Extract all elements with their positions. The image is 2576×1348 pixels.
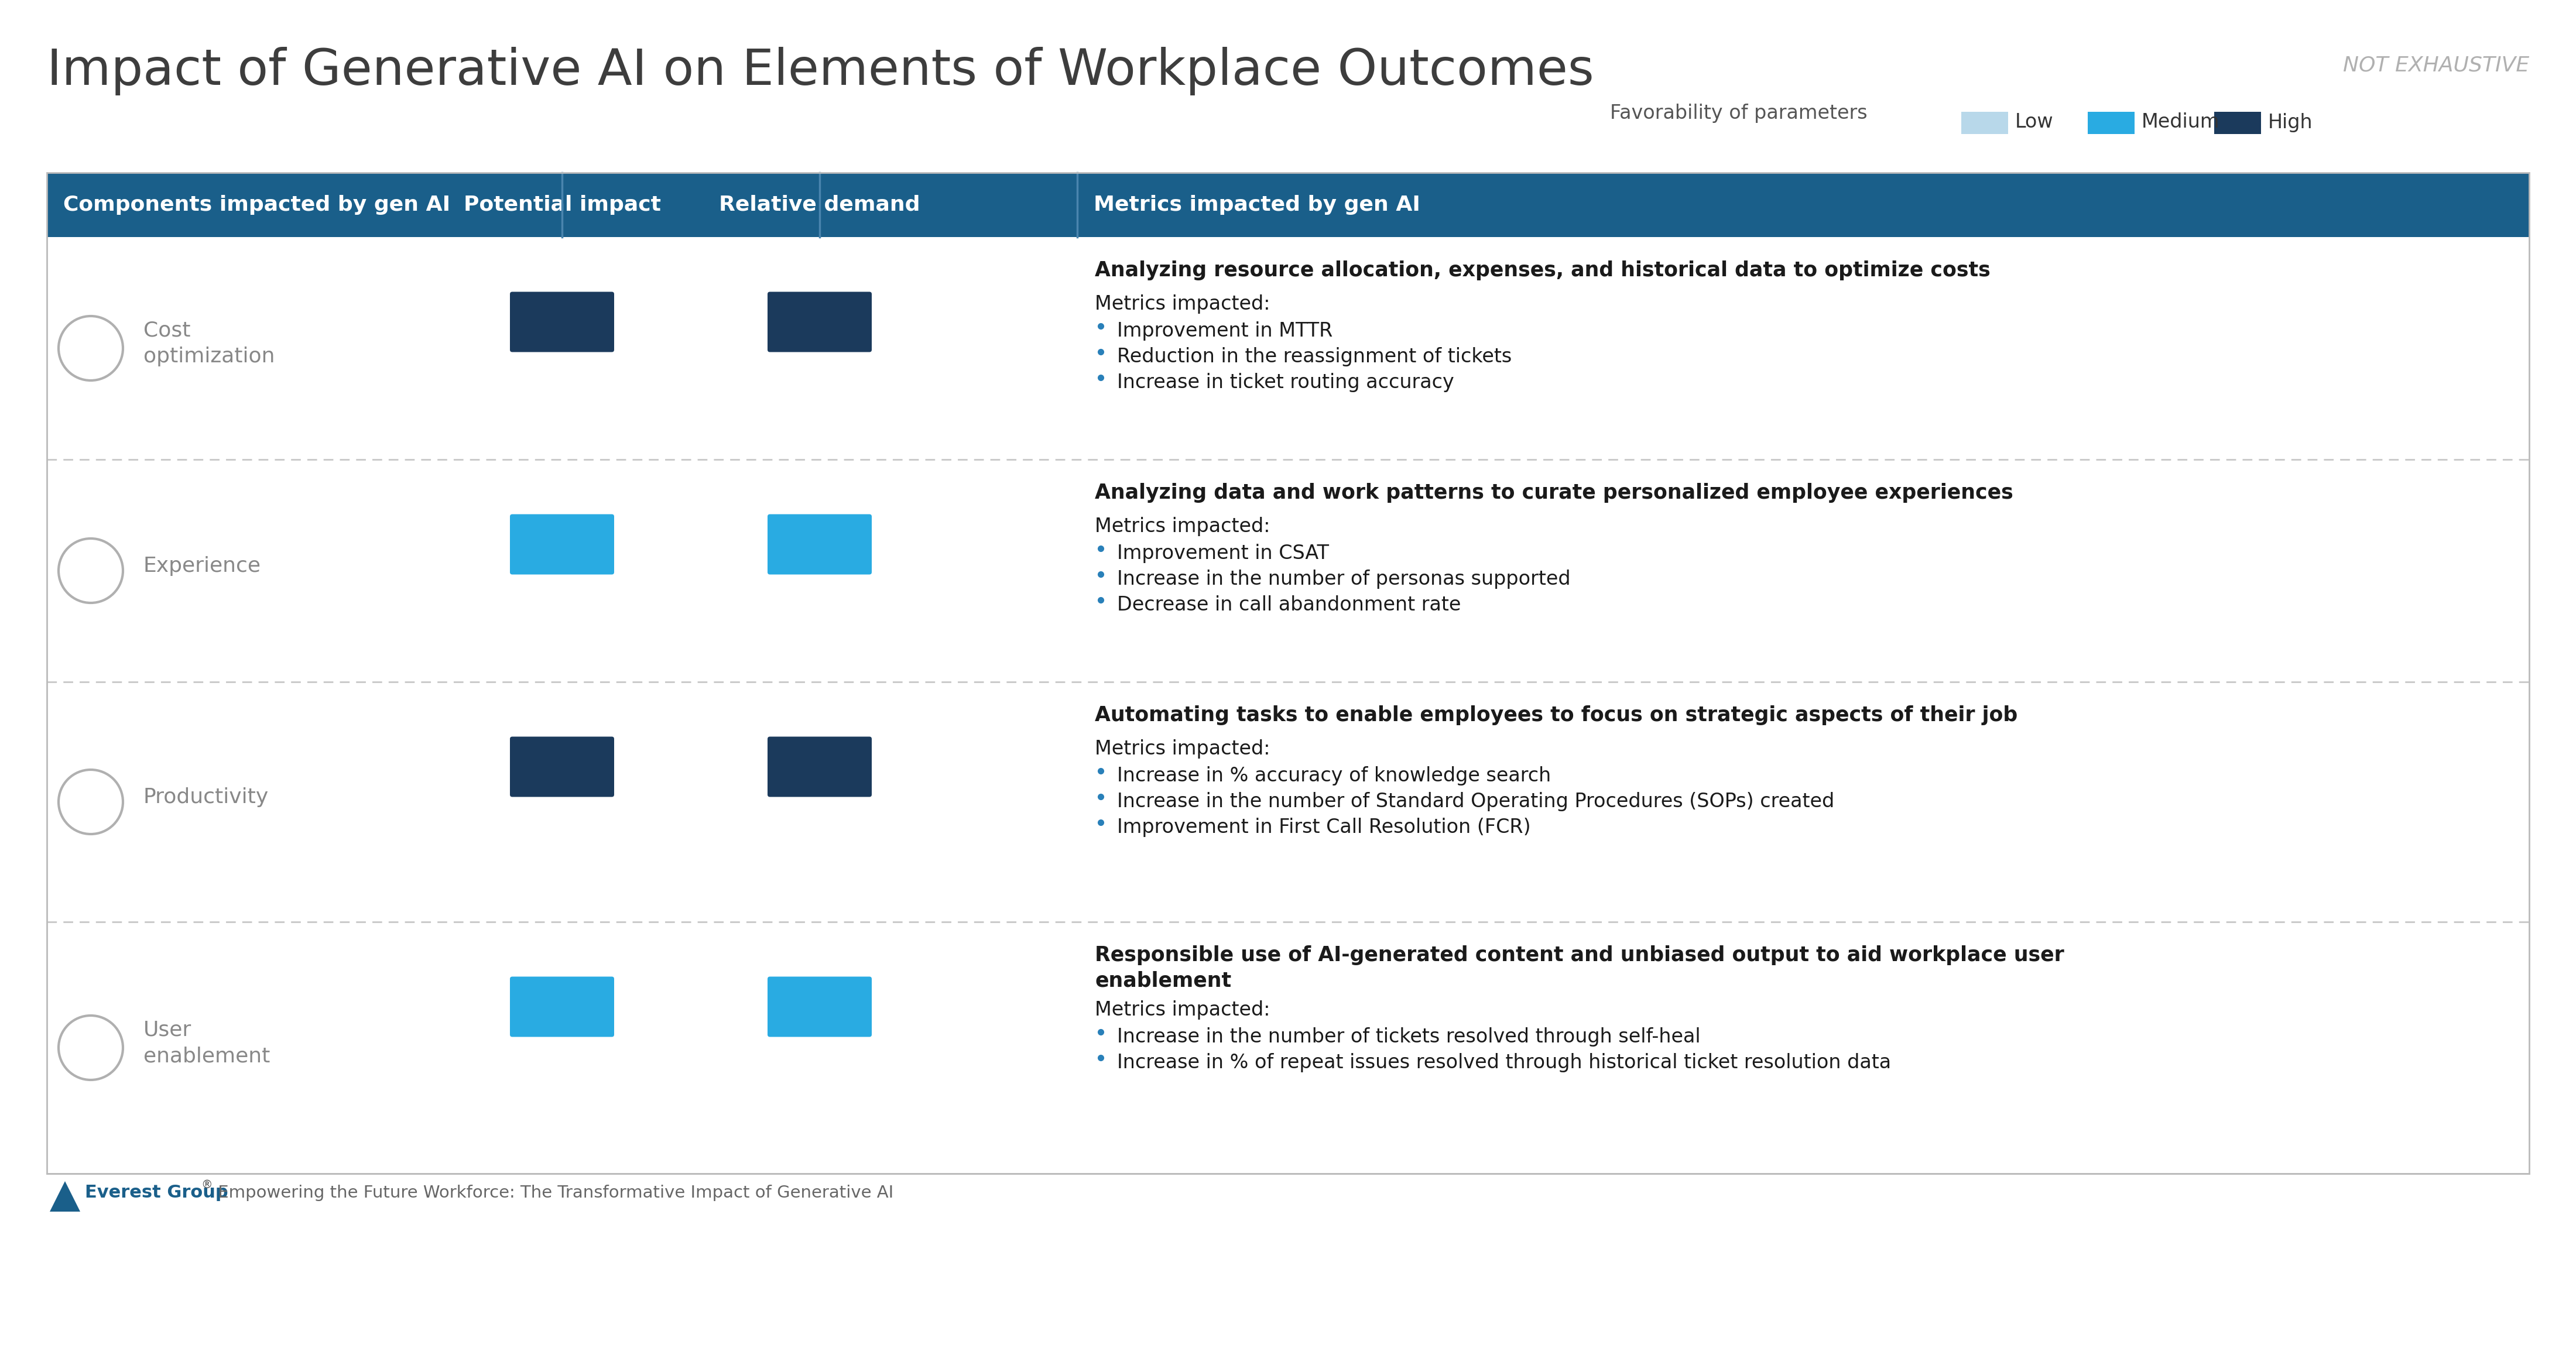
Text: Metrics impacted:: Metrics impacted: <box>1095 1000 1270 1019</box>
Bar <box>46 173 2530 237</box>
Text: Improvement in First Call Resolution (FCR): Improvement in First Call Resolution (FC… <box>1118 818 1530 837</box>
Text: Analyzing data and work patterns to curate personalized employee experiences: Analyzing data and work patterns to cura… <box>1095 483 2014 503</box>
Text: Potential impact: Potential impact <box>464 195 659 214</box>
Text: Everest Group: Everest Group <box>85 1185 229 1201</box>
Bar <box>46 682 2530 922</box>
Text: Increase in ticket routing accuracy: Increase in ticket routing accuracy <box>1118 373 1453 392</box>
Text: Improvement in MTTR: Improvement in MTTR <box>1118 321 1332 341</box>
Text: Metrics impacted:: Metrics impacted: <box>1095 294 1270 314</box>
Text: Metrics impacted:: Metrics impacted: <box>1095 516 1270 537</box>
Text: Empowering the Future Workforce: The Transformative Impact of Generative AI: Empowering the Future Workforce: The Tra… <box>211 1185 894 1201</box>
Text: NOT EXHAUSTIVE: NOT EXHAUSTIVE <box>2342 55 2530 75</box>
Bar <box>46 460 2530 682</box>
Text: Decrease in call abandonment rate: Decrease in call abandonment rate <box>1118 596 1461 615</box>
Text: Medium: Medium <box>2141 113 2221 132</box>
Text: ®: ® <box>201 1180 211 1190</box>
Text: Experience: Experience <box>144 557 260 576</box>
FancyBboxPatch shape <box>768 291 871 352</box>
Text: Increase in % accuracy of knowledge search: Increase in % accuracy of knowledge sear… <box>1118 766 1551 786</box>
Bar <box>1960 112 2009 133</box>
Bar <box>2087 112 2136 133</box>
FancyBboxPatch shape <box>510 976 613 1037</box>
FancyBboxPatch shape <box>510 291 613 352</box>
Text: Increase in the number of tickets resolved through self-heal: Increase in the number of tickets resolv… <box>1118 1027 1700 1046</box>
Text: Increase in the number of Standard Operating Procedures (SOPs) created: Increase in the number of Standard Opera… <box>1118 791 1834 811</box>
Text: Metrics impacted by gen AI: Metrics impacted by gen AI <box>1095 195 1419 214</box>
Bar <box>46 173 2530 1174</box>
Text: Increase in % of repeat issues resolved through historical ticket resolution dat: Increase in % of repeat issues resolved … <box>1118 1053 1891 1072</box>
FancyBboxPatch shape <box>768 976 871 1037</box>
Text: Favorability of parameters: Favorability of parameters <box>1610 104 1868 123</box>
Text: Components impacted by gen AI: Components impacted by gen AI <box>64 195 451 214</box>
Bar <box>46 922 2530 1174</box>
Text: Responsible use of AI-generated content and unbiased output to aid workplace use: Responsible use of AI-generated content … <box>1095 945 2063 991</box>
Text: Automating tasks to enable employees to focus on strategic aspects of their job: Automating tasks to enable employees to … <box>1095 705 2017 725</box>
Text: Cost
optimization: Cost optimization <box>144 321 276 367</box>
FancyBboxPatch shape <box>510 514 613 574</box>
Text: High: High <box>2267 113 2313 132</box>
Text: Low: Low <box>2014 113 2053 132</box>
Text: Relative demand: Relative demand <box>719 195 920 214</box>
FancyBboxPatch shape <box>510 736 613 797</box>
Text: Reduction in the reassignment of tickets: Reduction in the reassignment of tickets <box>1118 346 1512 367</box>
Polygon shape <box>49 1181 80 1212</box>
Text: Productivity: Productivity <box>144 787 268 807</box>
Text: Improvement in CSAT: Improvement in CSAT <box>1118 543 1329 563</box>
Text: Impact of Generative AI on Elements of Workplace Outcomes: Impact of Generative AI on Elements of W… <box>46 47 1595 96</box>
Text: Analyzing resource allocation, expenses, and historical data to optimize costs: Analyzing resource allocation, expenses,… <box>1095 260 1991 280</box>
Text: Metrics impacted:: Metrics impacted: <box>1095 739 1270 759</box>
Bar <box>46 237 2530 460</box>
Bar <box>2215 112 2262 133</box>
Text: Increase in the number of personas supported: Increase in the number of personas suppo… <box>1118 569 1571 589</box>
Text: User
enablement: User enablement <box>144 1020 270 1066</box>
FancyBboxPatch shape <box>768 514 871 574</box>
FancyBboxPatch shape <box>768 736 871 797</box>
